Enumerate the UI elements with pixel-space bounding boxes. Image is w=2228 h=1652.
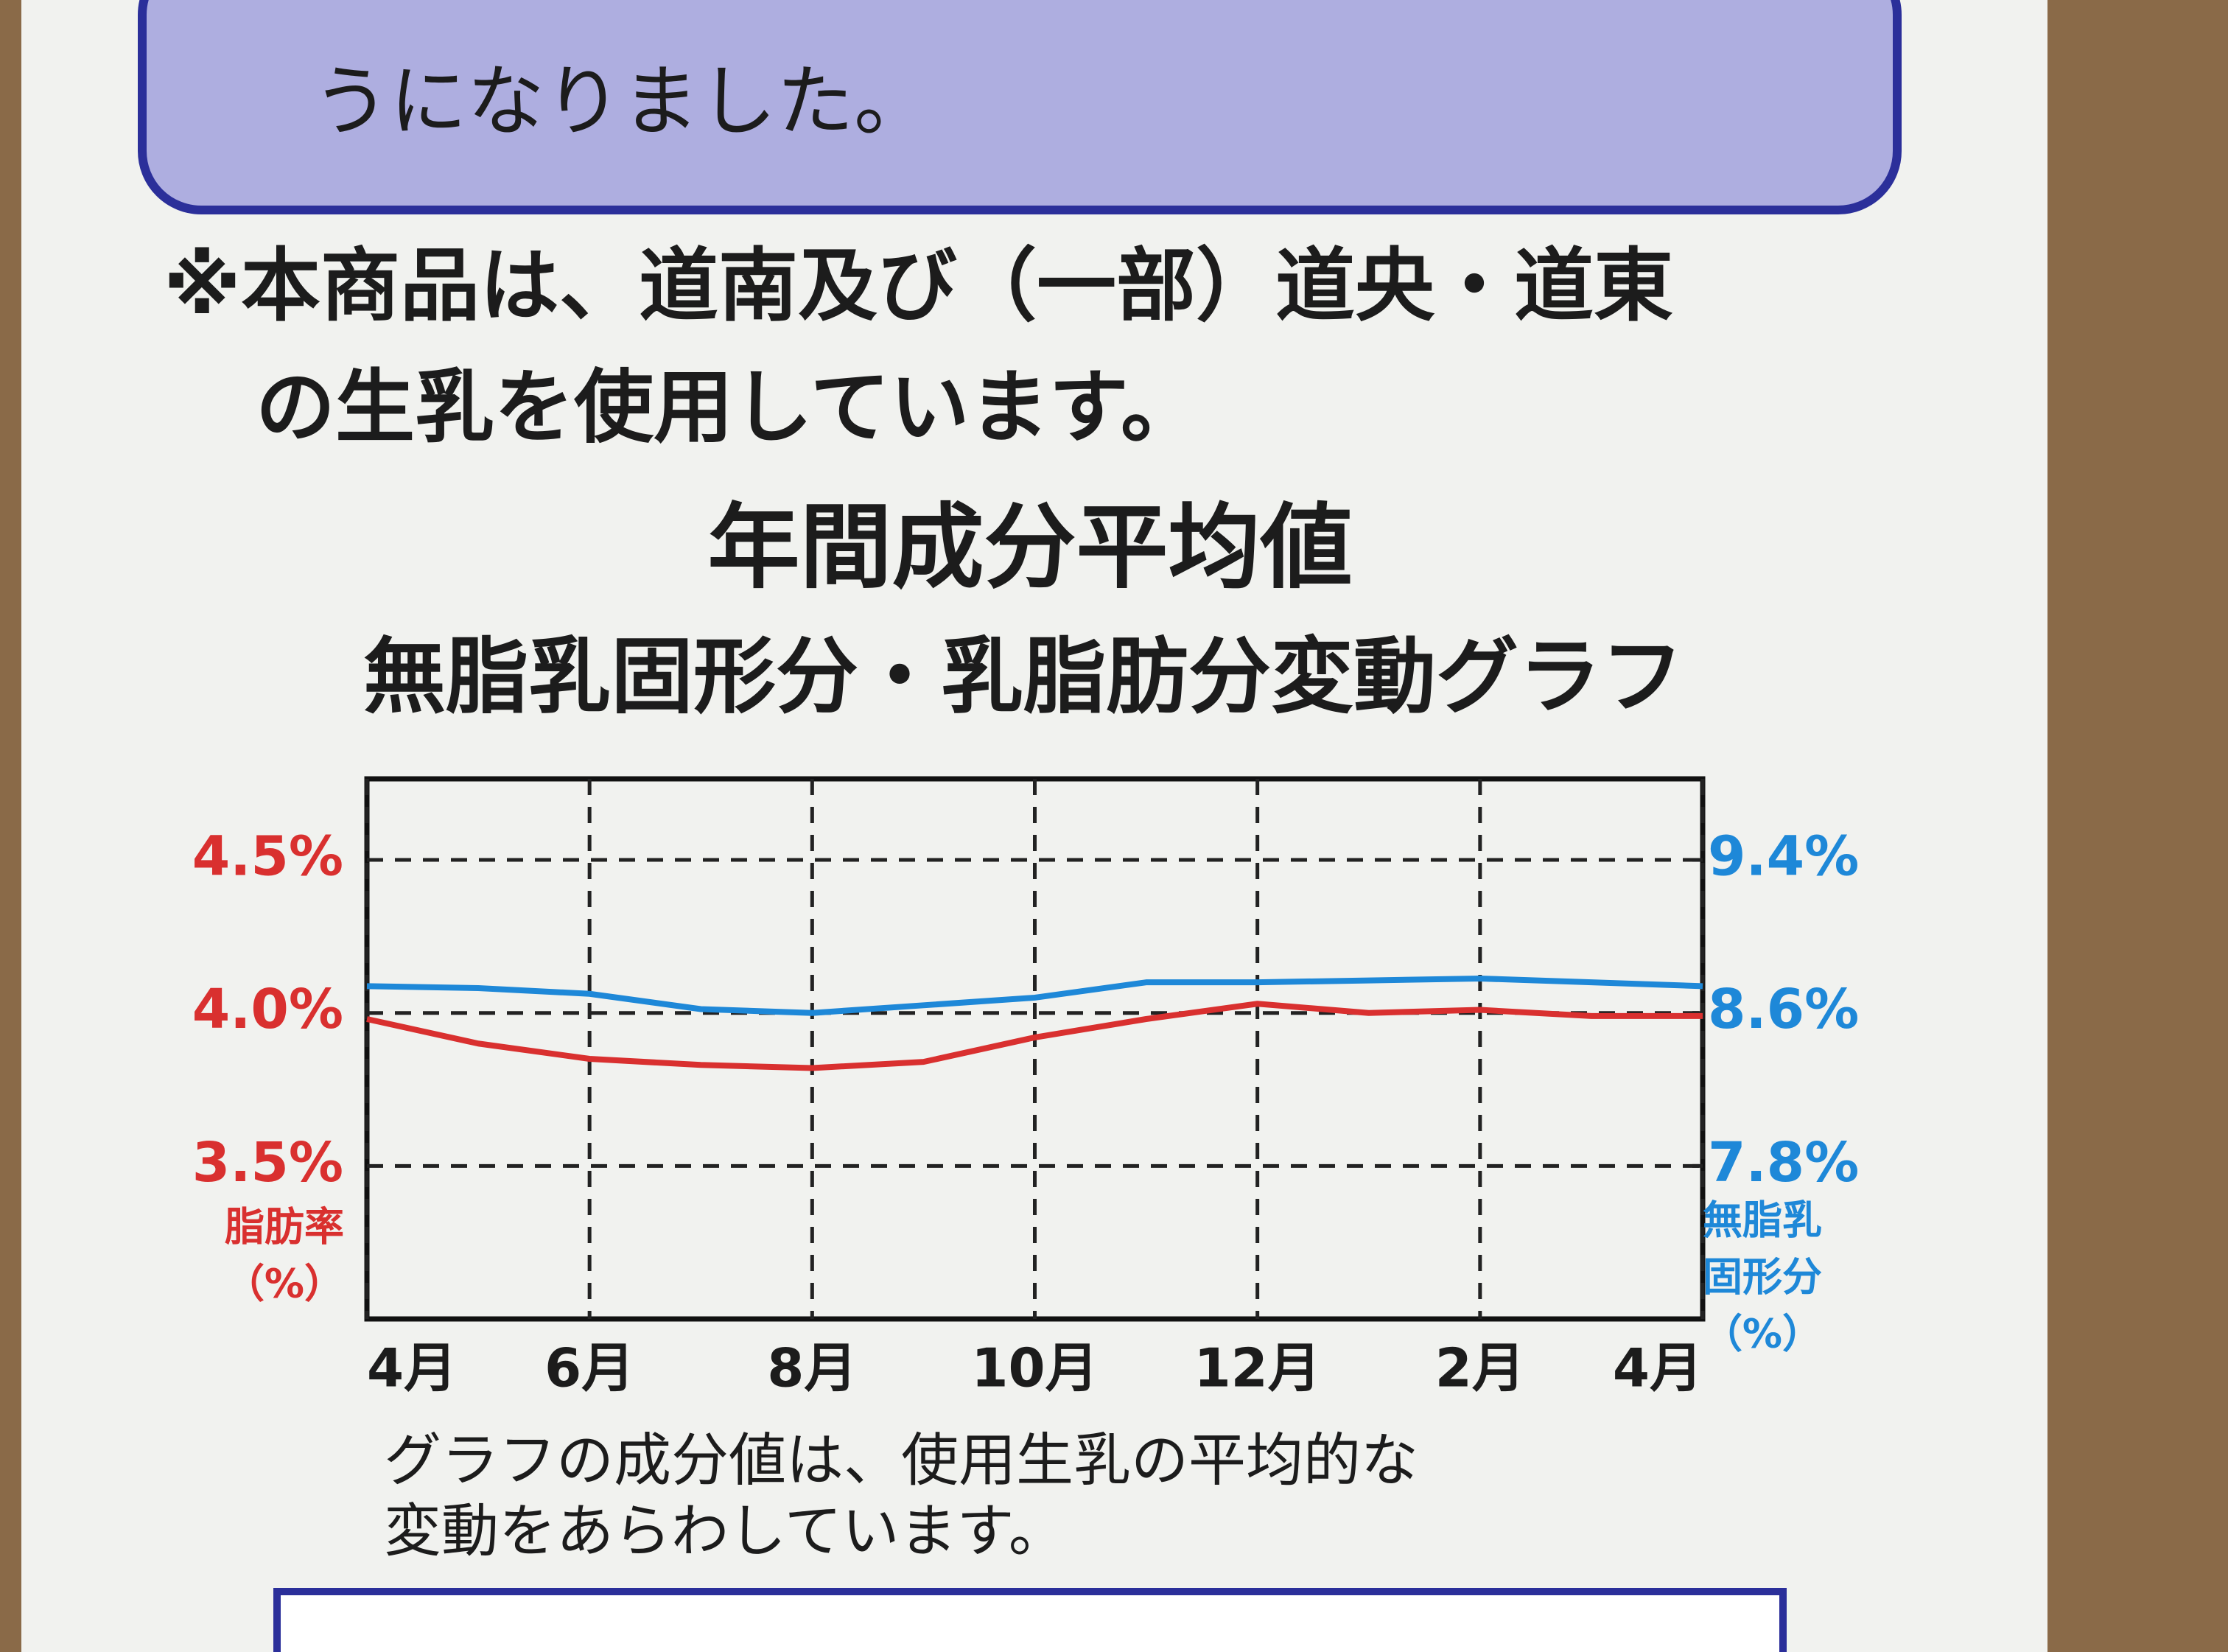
x-tick-label: 4月 [1613,1337,1703,1399]
panel-text: うになりました。 [312,57,931,147]
carton [21,0,2047,1652]
y-axis-label: 脂肪率 [225,1204,344,1250]
y-tick-label: 3.5% [192,1131,343,1194]
y2-axis-label: 固形分 [1703,1254,1822,1301]
y-tick-label: 4.0% [192,978,343,1041]
series-line [366,975,1703,1016]
footnote-line: 変動をあらわしています。 [384,1498,1066,1564]
x-tick-label: 8月 [767,1337,857,1399]
footnote-line: グラフの成分値は、使用生乳の平均的な [384,1427,1418,1494]
x-tick-label: 12月 [1194,1337,1321,1399]
note-line: ※本商品は、道南及び（一部）道央・道東 [164,240,1673,332]
chart-title: 年間成分平均値 [708,494,1353,601]
x-tick-label: 2月 [1435,1337,1525,1399]
bottom-panel [273,1588,1787,1652]
x-tick-label: 10月 [971,1337,1098,1399]
y2-tick-label: 8.6% [1708,978,1859,1041]
y2-tick-label: 7.8% [1708,1131,1859,1194]
note-line: の生乳を使用しています。 [256,362,1200,454]
chart-subtitle: 無脂乳固形分・乳脂肪分変動グラフ [363,629,1684,725]
purple-panel [138,0,1902,214]
y2-axis-label: （%） [1703,1311,1822,1357]
y-tick-label: 4.5% [192,825,343,889]
x-tick-label: 6月 [544,1337,634,1399]
series-line [366,1001,1703,1071]
y2-tick-label: 9.4% [1708,825,1859,889]
x-tick-label: 4月 [367,1337,457,1399]
y2-axis-label: 無脂乳 [1703,1197,1822,1244]
y-axis-label: （%） [225,1261,344,1307]
